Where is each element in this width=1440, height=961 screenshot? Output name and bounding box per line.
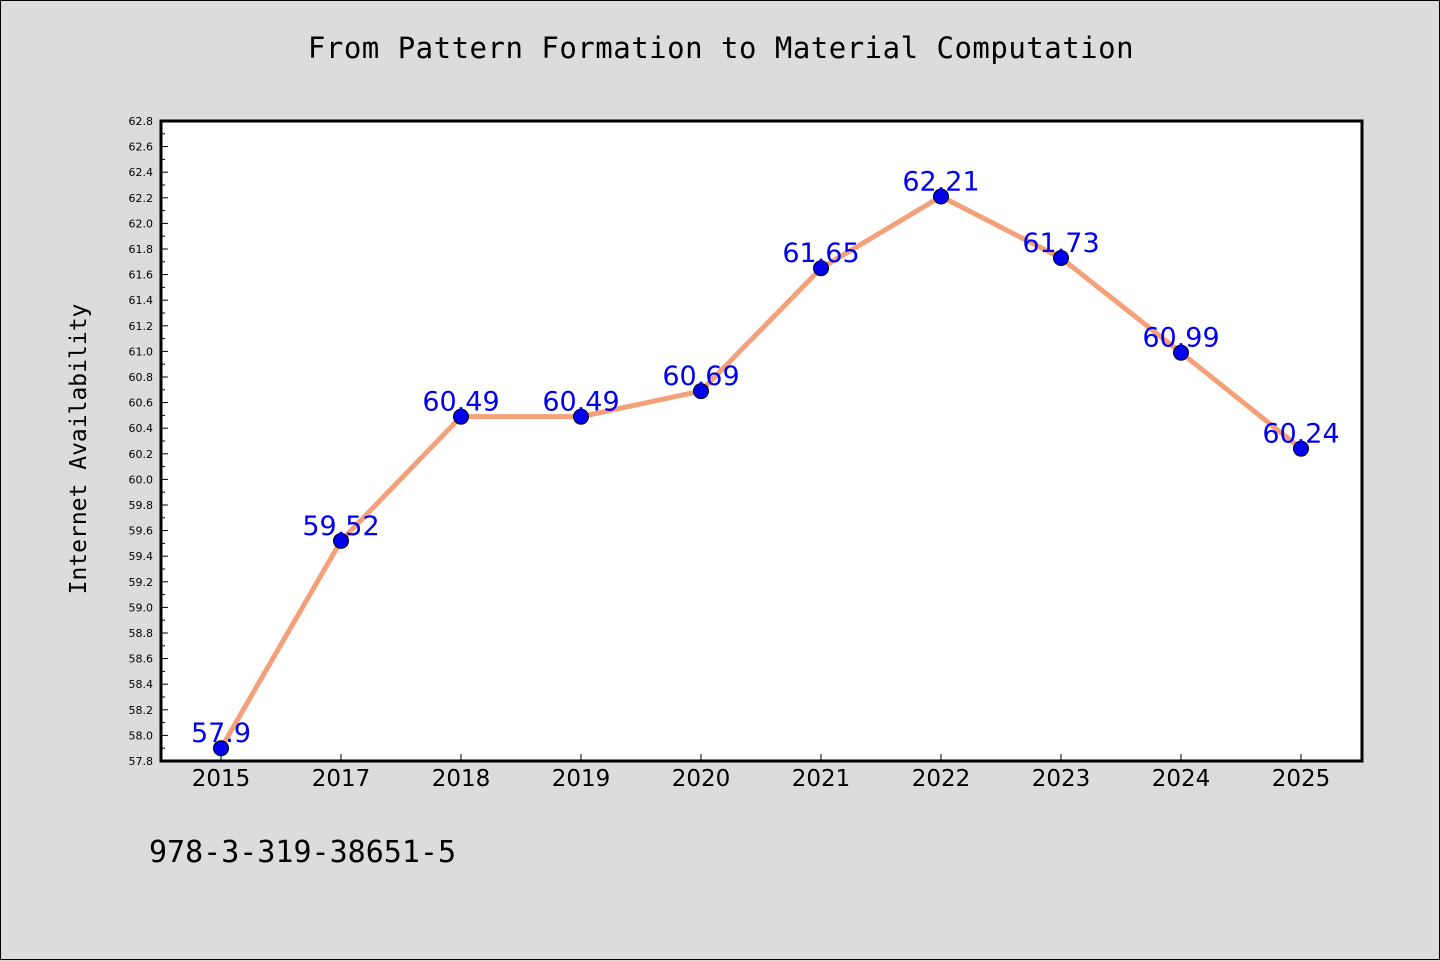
data-label: 60.49 (422, 387, 499, 418)
data-point (1173, 344, 1189, 361)
y-tick-label: 61.8 (129, 243, 154, 256)
y-tick-label: 61.0 (129, 345, 154, 358)
x-tick-label: 2017 (312, 766, 371, 792)
x-tick-label: 2021 (792, 766, 851, 792)
y-tick-label: 58.4 (129, 678, 154, 691)
x-tick-label: 2019 (552, 766, 611, 792)
x-tick-label: 2018 (432, 766, 491, 792)
data-label: 60.69 (662, 361, 739, 392)
data-point (813, 260, 829, 277)
y-tick-label: 61.6 (129, 269, 154, 282)
y-tick-label: 61.2 (129, 320, 154, 333)
y-tick-label: 57.8 (129, 755, 154, 768)
y-tick-label: 62.8 (129, 115, 154, 128)
y-tick-label: 62.2 (129, 192, 154, 205)
x-tick-label: 2023 (1032, 766, 1091, 792)
data-label: 57.9 (191, 718, 251, 749)
y-tick-label: 60.0 (129, 473, 154, 486)
data-point (693, 383, 709, 400)
data-point (933, 188, 949, 205)
x-tick-label: 2015 (192, 766, 251, 792)
y-tick-label: 58.8 (129, 627, 154, 640)
y-tick-label: 59.4 (129, 550, 154, 563)
y-tick-label: 59.2 (129, 576, 154, 589)
y-tick-label: 59.0 (129, 601, 154, 614)
x-tick-label: 2025 (1272, 766, 1331, 792)
data-point (1053, 249, 1069, 266)
y-tick-label: 59.6 (129, 525, 154, 538)
data-label: 62.21 (902, 167, 979, 198)
plot-frame (159, 119, 1364, 763)
y-tick-label: 62.4 (129, 166, 154, 179)
plot-area (161, 121, 1362, 761)
data-point (573, 408, 589, 425)
y-tick-label: 60.2 (129, 448, 154, 461)
x-tick-label: 2020 (672, 766, 731, 792)
data-point (453, 408, 469, 425)
y-tick-label: 58.0 (129, 729, 154, 742)
y-tick-label: 58.6 (129, 653, 154, 666)
data-label: 60.99 (1142, 323, 1219, 354)
data-label: 61.65 (782, 238, 859, 269)
data-point (333, 532, 349, 549)
y-tick-label: 61.4 (129, 294, 154, 307)
series-line (218, 194, 1304, 751)
y-tick-label: 60.6 (129, 397, 154, 410)
y-tick-label: 60.8 (129, 371, 154, 384)
y-tick-label: 62.6 (129, 141, 154, 154)
data-label: 60.24 (1262, 419, 1339, 450)
data-label: 61.73 (1022, 228, 1099, 259)
chart-title: From Pattern Formation to Material Compu… (307, 31, 1135, 65)
y-tick-label: 62.0 (129, 217, 154, 230)
data-point (1293, 440, 1309, 457)
isbn-label: 978-3-319-38651-5 (149, 835, 457, 870)
y-tick-label: 60.4 (129, 422, 154, 435)
data-label: 59.52 (302, 511, 379, 542)
data-label: 60.49 (542, 387, 619, 418)
y-tick-label: 59.8 (129, 499, 154, 512)
y-tick-label: 58.2 (129, 704, 154, 717)
data-point (213, 740, 229, 757)
x-tick-label: 2024 (1152, 766, 1211, 792)
x-tick-label: 2022 (912, 766, 971, 792)
